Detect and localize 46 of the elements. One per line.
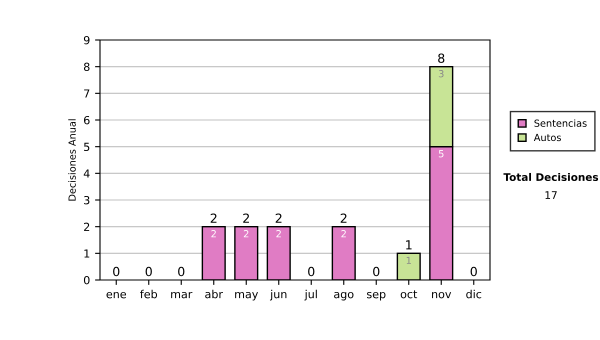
x-tick-label: sep <box>367 292 386 300</box>
y-tick-label: 4 <box>84 169 90 178</box>
x-tick-label: oct <box>400 290 418 298</box>
total-label: 0 <box>308 266 314 276</box>
text: Total Decisiones <box>503 172 598 182</box>
data-label: 5 <box>438 150 444 158</box>
data-label: 1 <box>406 256 411 264</box>
data-label: 2 <box>244 230 248 238</box>
y-tick-label: 5 <box>84 142 90 152</box>
total-label: 2 <box>276 213 282 223</box>
total-label: 2 <box>340 213 346 223</box>
y-tick-label: 6 <box>84 116 90 124</box>
total-label: 0 <box>146 266 152 276</box>
y-axis-title: Decisiones Anual <box>68 119 76 201</box>
total-label: 0 <box>373 266 380 276</box>
x-tick-label: ene <box>106 292 126 298</box>
legend-label: Sentencias <box>534 119 587 127</box>
x-tick-label: feb <box>140 290 158 298</box>
total-label: 2 <box>243 213 249 223</box>
y-tick-label: 7 <box>84 89 90 98</box>
total-label: 0 <box>470 266 477 276</box>
x-tick-label: jul <box>304 290 317 300</box>
total-label: 0 <box>113 266 120 276</box>
x-tick-label: nov <box>432 292 452 298</box>
total-label: 8 <box>438 53 444 63</box>
legend-label: Autos <box>534 134 561 142</box>
y-tick-label: 8 <box>84 62 90 72</box>
data-label: 2 <box>276 230 281 238</box>
x-tick-label: ago <box>334 292 354 300</box>
y-tick-label: 3 <box>84 196 90 204</box>
total-label: 1 <box>406 240 412 250</box>
total-label: 0 <box>178 266 184 276</box>
x-tick-label: jun <box>270 290 286 300</box>
x-tick-label: dic <box>466 290 482 298</box>
y-tick-label: 1 <box>84 249 90 258</box>
data-label: 2 <box>341 230 346 238</box>
data-label: 2 <box>211 230 216 238</box>
x-tick-label: abr <box>205 290 223 298</box>
y-tick-label: 0 <box>84 276 90 284</box>
x-tick-label: may <box>235 292 258 300</box>
y-tick-label: 2 <box>84 222 90 231</box>
total-label: 2 <box>210 213 216 223</box>
x-tick-label: mar <box>171 292 192 298</box>
y-tick-label: 9 <box>84 36 90 44</box>
data-label: 3 <box>438 70 444 78</box>
text: 17 <box>546 191 557 199</box>
